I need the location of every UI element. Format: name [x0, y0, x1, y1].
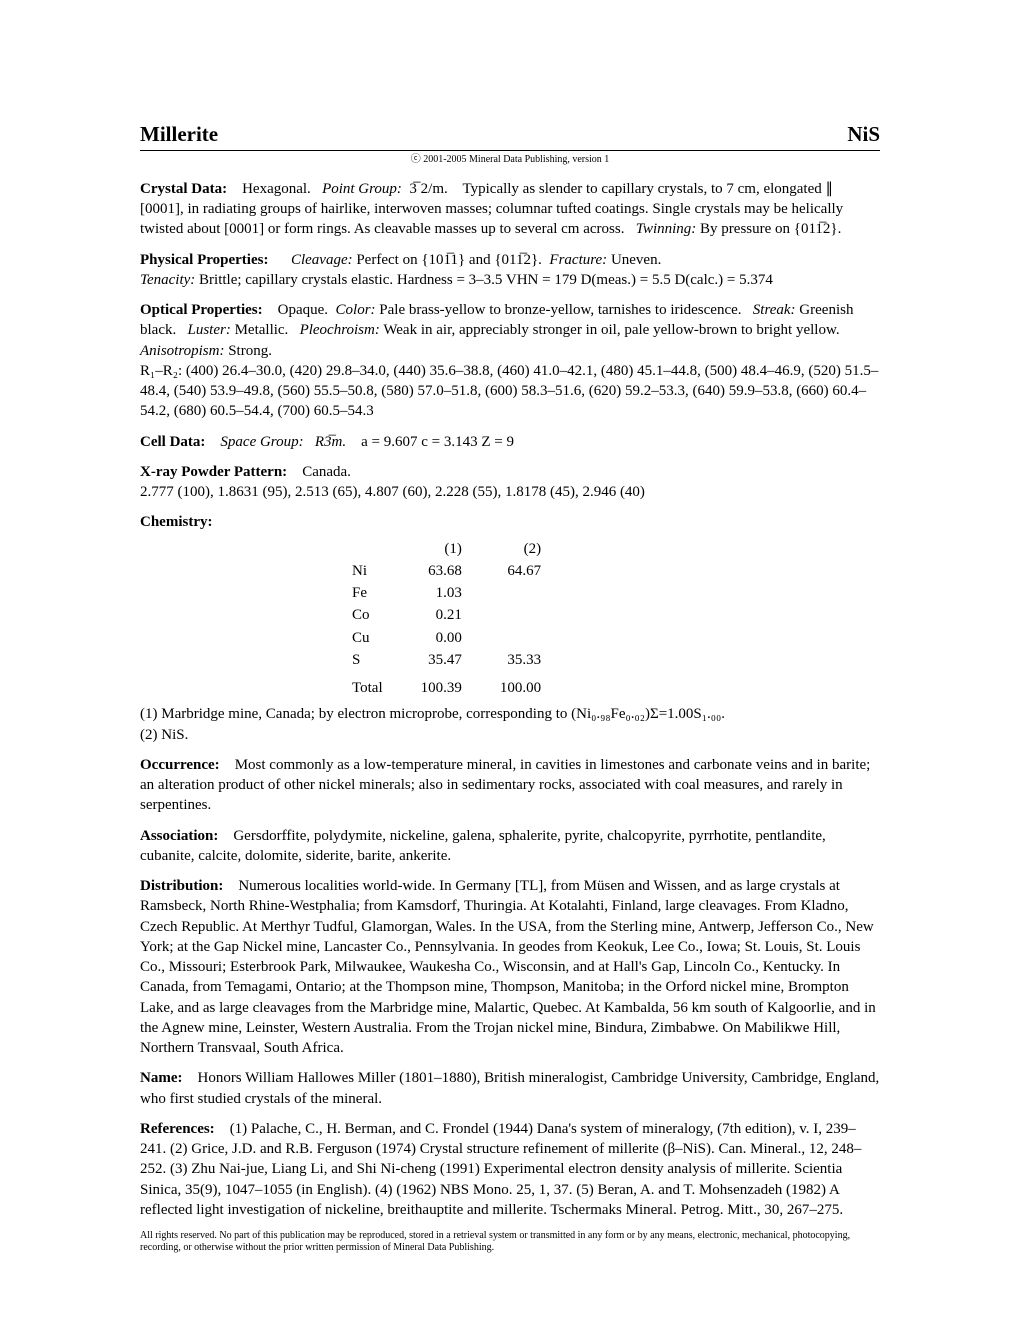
chem-row: Ni63.6864.67	[352, 561, 559, 581]
luster-text: Metallic.	[235, 322, 289, 338]
chem-col1: (1)	[403, 539, 480, 559]
chemistry-label: Chemistry:	[140, 514, 212, 530]
xray-location: Canada.	[302, 464, 351, 480]
chem-row: Cu0.00	[352, 628, 559, 648]
twinning-label: Twinning:	[636, 221, 697, 237]
physical-label: Physical Properties:	[140, 252, 268, 268]
chem-col2: (2)	[482, 539, 559, 559]
association-text: Gersdorffite, polydymite, nickeline, gal…	[140, 828, 826, 864]
chem-row: Fe1.03	[352, 583, 559, 603]
copyright-line: ⓒ 2001-2005 Mineral Data Publishing, ver…	[140, 153, 880, 167]
chem-row: Co0.21	[352, 605, 559, 625]
references-label: References:	[140, 1121, 215, 1137]
chemical-formula: NiS	[847, 120, 880, 148]
chem-row: S35.4735.33	[352, 650, 559, 670]
references-text: (1) Palache, C., H. Berman, and C. Frond…	[140, 1121, 861, 1218]
chemistry-section: Chemistry: (1) (2) Ni63.6864.67 Fe1.03 C…	[140, 512, 880, 745]
cell-data-section: Cell Data: Space Group: R3̅m. a = 9.607 …	[140, 432, 880, 452]
cell-data-label: Cell Data:	[140, 434, 205, 450]
optical-label: Optical Properties:	[140, 302, 263, 318]
xray-label: X-ray Powder Pattern:	[140, 464, 287, 480]
fracture-text: Uneven.	[611, 252, 661, 268]
color-text: Pale brass-yellow to bronze-yellow, tarn…	[379, 302, 741, 318]
chem-note2: (2) NiS.	[140, 725, 880, 745]
distribution-text: Numerous localities world-wide. In Germa…	[140, 878, 876, 1056]
pleochroism-text: Weak in air, appreciably stronger in oil…	[383, 322, 839, 338]
cell-values: a = 9.607 c = 3.143 Z = 9	[361, 434, 514, 450]
optical-text1: Opaque.	[278, 302, 328, 318]
cleavage-text: Perfect on {101̅1} and {011̅2}.	[356, 252, 542, 268]
chem-total-row: Total100.39100.00	[352, 672, 559, 698]
space-group: R3̅m.	[315, 434, 346, 450]
point-group: 3̅ 2/m.	[409, 181, 447, 197]
twinning-text: By pressure on {011̅2}.	[700, 221, 841, 237]
footer-text: All rights reserved. No part of this pub…	[140, 1230, 880, 1254]
name-label: Name:	[140, 1070, 182, 1086]
xray-pattern: 2.777 (100), 1.8631 (95), 2.513 (65), 4.…	[140, 484, 645, 500]
chem-header-row: (1) (2)	[352, 539, 559, 559]
tenacity-label: Tenacity:	[140, 272, 195, 288]
distribution-section: Distribution: Numerous localities world-…	[140, 876, 880, 1058]
crystal-data-text1: Hexagonal.	[242, 181, 311, 197]
chem-note1: (1) Marbridge mine, Canada; by electron …	[140, 704, 880, 724]
color-label: Color:	[336, 302, 376, 318]
r-label: R₁–R₂:	[140, 363, 182, 379]
occurrence-label: Occurrence:	[140, 757, 220, 773]
chemistry-table: (1) (2) Ni63.6864.67 Fe1.03 Co0.21 Cu0.0…	[350, 537, 561, 701]
occurrence-section: Occurrence: Most commonly as a low-tempe…	[140, 755, 880, 816]
fracture-label: Fracture:	[549, 252, 607, 268]
association-label: Association:	[140, 828, 218, 844]
xray-section: X-ray Powder Pattern: Canada. 2.777 (100…	[140, 462, 880, 503]
physical-properties-section: Physical Properties: Cleavage: Perfect o…	[140, 250, 880, 291]
name-text: Honors William Hallowes Miller (1801–188…	[140, 1070, 879, 1106]
streak-label: Streak:	[753, 302, 796, 318]
space-group-label: Space Group:	[220, 434, 303, 450]
optical-properties-section: Optical Properties: Opaque. Color: Pale …	[140, 300, 880, 422]
occurrence-text: Most commonly as a low-temperature miner…	[140, 757, 870, 814]
luster-label: Luster:	[187, 322, 230, 338]
anisotropism-text: Strong.	[228, 343, 272, 359]
association-section: Association: Gersdorffite, polydymite, n…	[140, 826, 880, 867]
name-section: Name: Honors William Hallowes Miller (18…	[140, 1068, 880, 1109]
page-header: Millerite NiS	[140, 120, 880, 151]
crystal-data-label: Crystal Data:	[140, 181, 227, 197]
r-text: (400) 26.4–30.0, (420) 29.8–34.0, (440) …	[140, 363, 878, 420]
references-section: References: (1) Palache, C., H. Berman, …	[140, 1119, 880, 1220]
anisotropism-label: Anisotropism:	[140, 343, 224, 359]
mineral-title: Millerite	[140, 120, 218, 148]
pleochroism-label: Pleochroism:	[300, 322, 380, 338]
cleavage-label: Cleavage:	[291, 252, 353, 268]
crystal-data-section: Crystal Data: Hexagonal. Point Group: 3̅…	[140, 179, 880, 240]
point-group-label: Point Group:	[322, 181, 402, 197]
distribution-label: Distribution:	[140, 878, 223, 894]
tenacity-text: Brittle; capillary crystals elastic. Har…	[199, 272, 773, 288]
